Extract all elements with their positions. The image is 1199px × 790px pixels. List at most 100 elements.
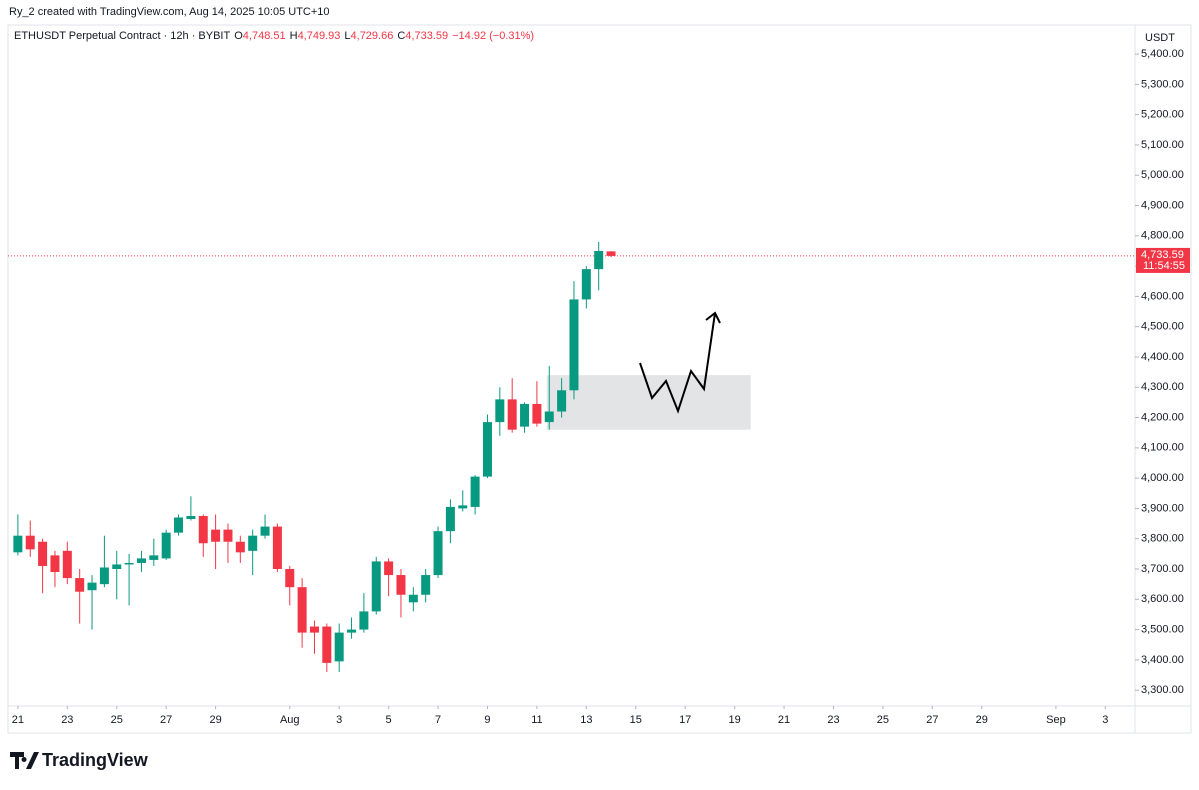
candle-body <box>124 562 134 565</box>
candle-body <box>38 541 48 566</box>
x-tick-label: 29 <box>976 714 988 726</box>
ohlc-key: C <box>397 30 405 42</box>
x-tick-label: 5 <box>386 714 392 726</box>
change: −14.92 (−0.31%) <box>452 30 534 42</box>
symbol: ETHUSDT Perpetual Contract · 12h · BYBIT <box>14 30 230 42</box>
y-tick-label: 5,300.00 <box>1141 78 1184 90</box>
candle-body <box>13 535 23 553</box>
candle-body <box>223 529 233 542</box>
ohlc-key: O <box>234 30 243 42</box>
candle-body <box>235 541 245 553</box>
candle-body <box>569 299 579 391</box>
x-tick-label: 7 <box>435 714 441 726</box>
candle-body <box>470 476 480 507</box>
plot <box>8 241 1135 672</box>
x-tick-label: 15 <box>630 714 642 726</box>
candle-body <box>445 506 455 532</box>
candle-body <box>594 250 604 270</box>
arrow-drawing <box>639 312 716 414</box>
candle-body <box>482 422 492 477</box>
y-tick-label: 4,600.00 <box>1141 290 1184 302</box>
ohlc-value: 4,729.66 <box>351 30 394 42</box>
x-tick-label: 13 <box>580 714 592 726</box>
candle-body <box>112 564 122 569</box>
y-tick-label: 3,800.00 <box>1141 533 1184 545</box>
legend: ETHUSDT Perpetual Contract · 12h · BYBIT… <box>14 30 534 42</box>
x-tick-label: 3 <box>336 714 342 726</box>
y-tick-label: 4,500.00 <box>1141 321 1184 333</box>
ohlc-value: 4,733.59 <box>405 30 448 42</box>
ohlc-value: 4,749.93 <box>298 30 341 42</box>
candle-body <box>458 505 468 509</box>
logo-icon <box>10 752 39 769</box>
x-tick-label: 21 <box>778 714 790 726</box>
candle-body <box>334 632 344 662</box>
price-label: 4,733.59 <box>1141 249 1184 261</box>
candle-body <box>174 517 184 533</box>
candle-body <box>507 399 517 430</box>
y-tick-label: 3,300.00 <box>1141 684 1184 696</box>
y-tick-label: 5,200.00 <box>1141 109 1184 121</box>
currency: USDT <box>1145 32 1175 44</box>
candle-body <box>309 626 319 633</box>
logo: TradingView <box>10 750 149 770</box>
candle-body <box>25 535 35 550</box>
x-tick-label: 9 <box>484 714 490 726</box>
candle-body <box>50 555 60 573</box>
countdown: 11:54:55 <box>1143 260 1185 272</box>
candle-body <box>347 629 357 633</box>
arrow-head <box>705 311 721 324</box>
candle-body <box>544 411 554 423</box>
x-tick-label: 25 <box>877 714 889 726</box>
y-tick-label: 3,400.00 <box>1141 654 1184 666</box>
ohlc-value: 4,748.51 <box>243 30 286 42</box>
candle-body <box>371 561 381 612</box>
x-tick-label: 23 <box>61 714 73 726</box>
candle-body <box>272 526 282 569</box>
candle-body <box>136 558 146 563</box>
y-tick-label: 5,000.00 <box>1141 169 1184 181</box>
candle-body <box>495 399 505 423</box>
candle-body <box>285 569 295 588</box>
credit: Ry_2 created with TradingView.com, Aug 1… <box>9 6 330 18</box>
candle-body <box>99 567 109 585</box>
logo-text: TradingView <box>42 750 149 770</box>
candle-body <box>359 611 369 630</box>
candle-body <box>557 390 567 412</box>
candle-body <box>211 529 221 542</box>
x-tick-label: Sep <box>1046 714 1066 726</box>
x-tick-label: 29 <box>209 714 221 726</box>
candle-body <box>520 403 530 427</box>
candle-body <box>322 626 332 663</box>
candle-body <box>532 403 542 424</box>
y-tick-label: 4,800.00 <box>1141 230 1184 242</box>
x-tick-label: 19 <box>728 714 740 726</box>
candle-body <box>75 578 85 592</box>
candle-body <box>62 550 72 579</box>
y-tick-label: 5,100.00 <box>1141 139 1184 151</box>
frame <box>7 24 1192 734</box>
candle-body <box>198 515 208 544</box>
x-tick-label: 27 <box>160 714 172 726</box>
x-tick-label: 11 <box>531 714 542 726</box>
y-tick-label: 5,400.00 <box>1141 48 1184 60</box>
y-tick-label: 4,900.00 <box>1141 199 1184 211</box>
y-tick-label: 4,400.00 <box>1141 351 1184 363</box>
y-tick-label: 3,500.00 <box>1141 623 1184 635</box>
x-tick-label: 27 <box>926 714 938 726</box>
y-tick-label: 4,000.00 <box>1141 472 1184 484</box>
price-badge <box>1136 247 1190 273</box>
y-tick-label: 4,100.00 <box>1141 442 1184 454</box>
x-tick-label: 25 <box>111 714 123 726</box>
candle-body <box>297 587 307 633</box>
candle-body <box>186 515 196 520</box>
ohlc-key: L <box>344 30 350 42</box>
candle-body <box>149 555 159 560</box>
y-tick-label: 3,900.00 <box>1141 502 1184 514</box>
candle-body <box>433 531 443 576</box>
candle-body <box>384 561 394 576</box>
candle-body <box>248 535 258 551</box>
candle-body <box>421 575 431 595</box>
x-tick-label: 21 <box>12 714 24 726</box>
candle-body <box>87 582 97 591</box>
